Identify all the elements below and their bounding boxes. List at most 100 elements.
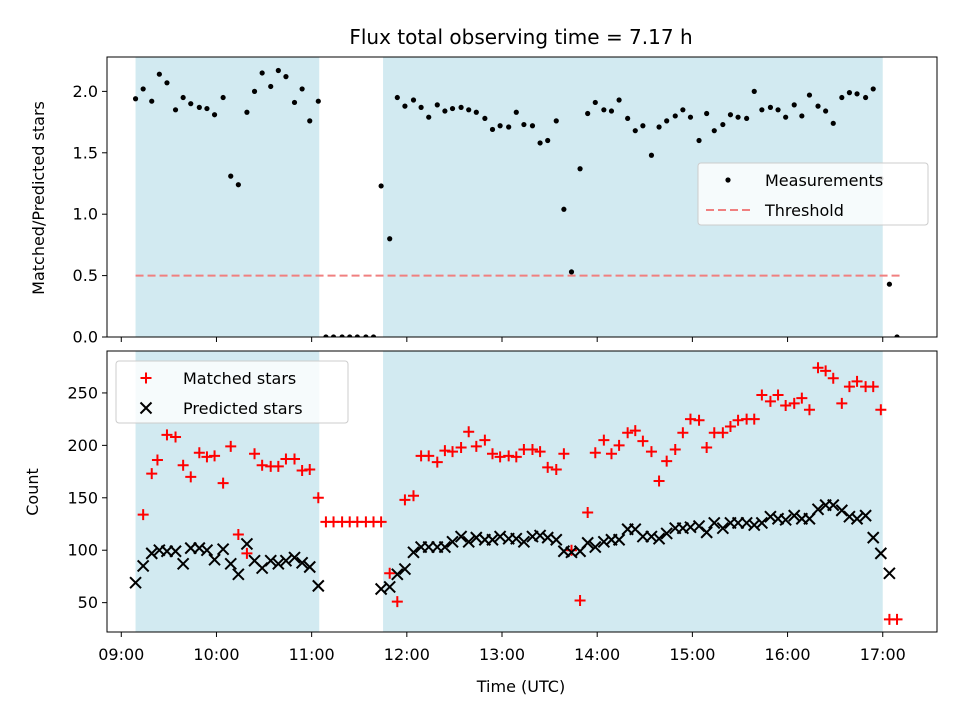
data-point <box>455 441 467 453</box>
data-point <box>783 114 789 120</box>
x-tick-label: 11:00 <box>289 645 335 664</box>
legend-box <box>115 360 349 424</box>
data-point <box>640 123 646 129</box>
data-point <box>170 431 182 443</box>
data-point <box>791 102 797 108</box>
data-point <box>529 123 536 129</box>
data-point <box>283 74 289 80</box>
data-point <box>146 468 158 480</box>
data-point <box>513 109 519 115</box>
y-tick-label: 250 <box>67 383 98 402</box>
data-point <box>363 334 369 337</box>
data-point <box>759 107 765 113</box>
data-point <box>479 434 491 446</box>
data-point <box>550 463 562 475</box>
data-point <box>506 124 512 130</box>
legend-handle <box>140 372 152 384</box>
legend-label: Predicted stars <box>183 399 303 418</box>
data-point <box>136 559 150 573</box>
data-point <box>296 465 308 477</box>
data-point <box>827 372 839 384</box>
data-point <box>354 334 360 337</box>
data-point <box>497 123 503 129</box>
data-point <box>407 546 420 559</box>
data-point <box>268 83 274 90</box>
data-point <box>228 173 234 179</box>
data-point <box>561 206 567 212</box>
data-point <box>656 124 662 130</box>
data-point <box>211 112 218 118</box>
data-point <box>788 509 801 522</box>
data-point <box>637 435 649 447</box>
data-point <box>391 596 403 608</box>
data-point <box>232 568 245 581</box>
data-point <box>272 460 284 472</box>
y-tick-label: 2.0 <box>73 82 98 101</box>
plot-area <box>132 67 902 337</box>
data-point <box>727 112 734 118</box>
data-point <box>470 440 482 452</box>
data-point <box>185 471 197 483</box>
data-point <box>836 397 848 409</box>
data-point <box>370 334 377 337</box>
data-point <box>874 547 888 560</box>
data-point <box>526 444 538 456</box>
data-point <box>431 456 443 468</box>
data-point <box>867 381 879 393</box>
data-point <box>645 530 658 543</box>
data-point <box>724 420 736 432</box>
data-point <box>454 530 468 543</box>
data-point <box>886 281 893 287</box>
data-point <box>550 533 563 546</box>
data-point <box>577 166 583 172</box>
data-point <box>447 446 459 458</box>
data-point <box>503 450 515 462</box>
bottom-panel: 50 100 150 200 250 09:00 10:00 11:00 12:00 13:00 1… <box>67 350 938 664</box>
data-point <box>812 362 824 374</box>
data-point <box>701 441 713 453</box>
data-point <box>732 414 744 426</box>
data-point <box>145 547 158 560</box>
series-matched-stars <box>137 362 903 625</box>
data-point <box>756 389 768 401</box>
data-point <box>545 137 551 144</box>
data-point <box>632 128 638 134</box>
data-point <box>410 97 417 103</box>
data-point <box>304 463 316 475</box>
data-point <box>220 94 226 101</box>
data-point <box>510 532 523 545</box>
data-point <box>565 544 577 556</box>
data-point <box>398 562 412 576</box>
data-point <box>208 553 221 566</box>
data-point <box>764 510 777 523</box>
data-point <box>224 557 237 571</box>
data-point <box>629 425 641 437</box>
x-axis-label: Time (UTC) <box>476 677 565 696</box>
data-point <box>407 490 419 502</box>
data-point <box>339 334 345 337</box>
data-point <box>867 531 880 544</box>
data-point <box>700 526 713 539</box>
data-point <box>426 114 432 120</box>
data-point <box>161 429 173 441</box>
data-point <box>172 107 179 113</box>
data-point <box>129 576 142 589</box>
data-point <box>193 541 206 555</box>
data-point <box>193 447 205 459</box>
data-point <box>156 71 162 77</box>
data-point <box>597 535 611 549</box>
data-point <box>796 392 808 404</box>
x-tick-label: 16:00 <box>765 645 811 664</box>
data-point <box>827 498 840 512</box>
data-point <box>859 509 872 522</box>
data-point <box>823 108 829 114</box>
data-point <box>711 128 717 134</box>
data-point <box>279 554 293 567</box>
legend-handle <box>725 177 731 183</box>
data-point <box>399 494 411 506</box>
data-point <box>669 444 681 456</box>
data-point <box>137 509 149 521</box>
data-point <box>149 98 155 104</box>
data-point <box>574 595 586 607</box>
data-point <box>180 94 186 101</box>
